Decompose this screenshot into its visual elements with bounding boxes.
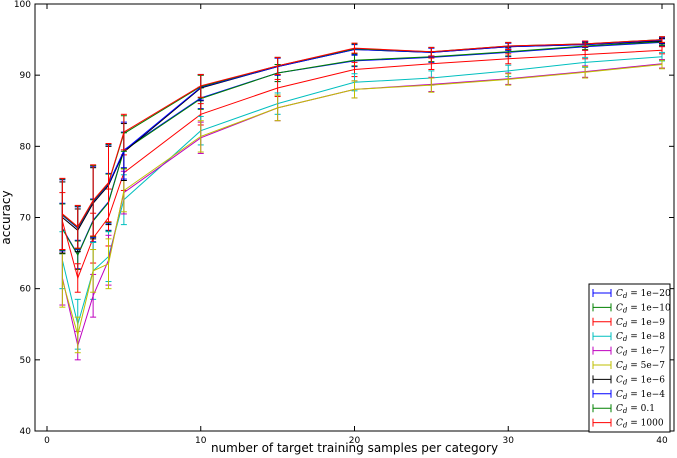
error-bar-9-9	[505, 41, 512, 51]
error-bar-2-9	[505, 53, 512, 65]
x-tick-label: 20	[349, 436, 361, 446]
legend-label: Cd = 0.1	[616, 404, 655, 415]
y-tick-label: 90	[20, 71, 32, 81]
x-tick-label: 10	[195, 436, 207, 446]
legend-entry-8: Cd = 0.1	[592, 404, 655, 415]
legend-entry-6: Cd = 1e−6	[592, 375, 665, 386]
legend-entry-0: Cd = 1e−20	[592, 289, 671, 300]
y-tick-label: 40	[20, 427, 32, 437]
series-line-5	[61, 64, 663, 337]
series-line-4	[61, 63, 663, 348]
legend-label: Cd = 5e−7	[616, 361, 665, 372]
error-bar-9-7	[351, 42, 358, 54]
x-axis-label: number of target training samples per ca…	[211, 441, 498, 455]
legend-label: Cd = 1000	[616, 419, 664, 430]
error-bar-9-5	[197, 73, 204, 98]
error-bar-5-5	[197, 120, 204, 153]
legend-label: Cd = 1e−4	[616, 390, 665, 401]
series-6	[59, 37, 665, 254]
error-bar-5-7	[351, 80, 358, 99]
error-bar-9-0	[59, 177, 66, 251]
y-tick-label: 50	[20, 356, 32, 366]
series-5	[59, 59, 665, 354]
legend-entry-9: Cd = 1000	[592, 418, 664, 430]
y-tick-label: 60	[20, 285, 32, 295]
series-7	[59, 36, 665, 252]
series-line-0	[61, 41, 663, 256]
legend-label: Cd = 1e−9	[616, 318, 665, 329]
error-bar-5-6	[274, 94, 281, 122]
error-bar-5-2	[90, 249, 97, 293]
error-bar-2-8	[428, 57, 435, 70]
legend-label: Cd = 1e−10	[616, 303, 671, 314]
error-bar-9-6	[274, 56, 281, 75]
x-tick-label: 0	[44, 436, 50, 446]
series-line-8	[62, 39, 663, 229]
legend-label: Cd = 1e−6	[616, 375, 665, 386]
y-tick-label: 100	[14, 0, 31, 10]
error-bar-9-10	[582, 40, 589, 48]
error-bar-5-0	[59, 252, 66, 308]
error-bar-5-3	[105, 238, 112, 290]
series-line-2	[61, 49, 663, 280]
error-bar-5-9	[505, 73, 512, 86]
legend-entry-2: Cd = 1e−9	[592, 317, 665, 329]
series-9	[59, 36, 665, 251]
x-tick-label: 30	[503, 436, 515, 446]
legend-entry-4: Cd = 1e−7	[592, 346, 665, 358]
series-line-9	[62, 39, 663, 228]
plot-area	[59, 36, 665, 361]
legend-entry-5: Cd = 5e−7	[592, 361, 665, 372]
legend-label: Cd = 1e−7	[616, 347, 665, 358]
legend-box	[588, 283, 671, 433]
error-bar-9-4	[120, 113, 127, 151]
legend-entry-1: Cd = 1e−10	[592, 303, 671, 314]
error-bar-9-2	[90, 164, 97, 237]
axes: 0 10 20 30 40 40 50 60 70 80 90 100	[14, 0, 674, 446]
x-tick-label: 40	[656, 436, 668, 446]
y-axis-label: accuracy	[0, 190, 13, 244]
legend-entry-3: Cd = 1e−8	[592, 332, 665, 343]
error-bar-9-8	[428, 46, 435, 57]
error-bar-9-11	[659, 36, 665, 43]
legend-label: Cd = 1e−8	[616, 332, 665, 343]
y-tick-label: 70	[20, 214, 32, 224]
error-bar-5-11	[659, 59, 665, 70]
series-line-3	[61, 56, 663, 327]
y-tick-label: 80	[20, 142, 32, 152]
legend: Cd = 1e−20 Cd = 1e−10 Cd = 1e−9 Cd = 1e−8 Cd…	[588, 283, 671, 433]
error-bar-5-10	[582, 66, 589, 79]
series-2	[59, 46, 665, 293]
legend-label: Cd = 1e−20	[616, 289, 671, 300]
error-bar-9-3	[105, 142, 112, 223]
error-bar-9-1	[74, 204, 81, 249]
legend-entry-7: Cd = 1e−4	[592, 389, 665, 401]
error-bar-5-8	[428, 77, 435, 93]
series-line-1	[61, 41, 663, 257]
series-4	[59, 59, 665, 361]
series-3	[59, 51, 665, 350]
error-bar-5-1	[74, 316, 81, 354]
error-bar-2-1	[74, 263, 81, 293]
